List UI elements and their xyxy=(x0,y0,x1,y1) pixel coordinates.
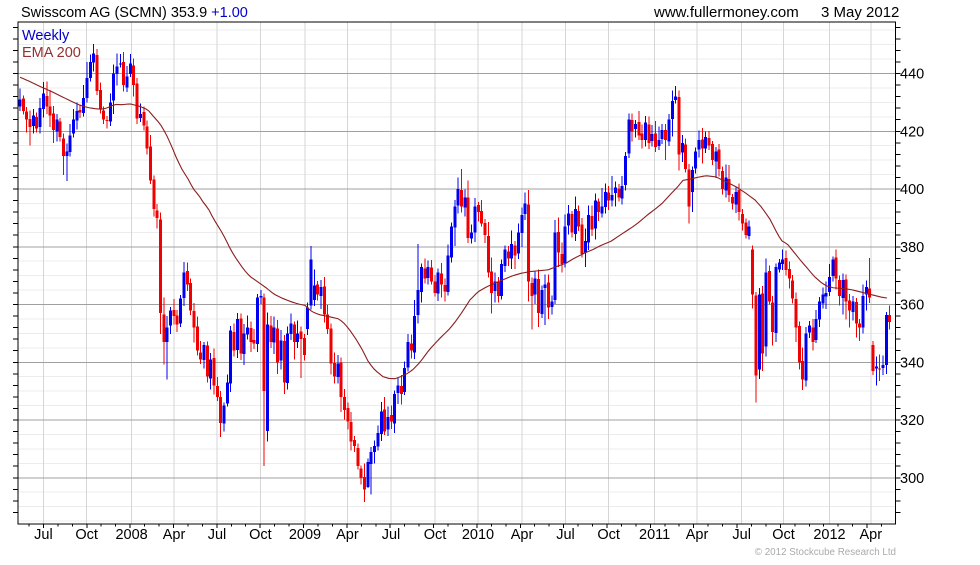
svg-text:Jul: Jul xyxy=(732,527,751,543)
svg-text:2009: 2009 xyxy=(289,527,321,543)
svg-text:2011: 2011 xyxy=(639,527,670,543)
svg-text:Jul: Jul xyxy=(34,527,53,543)
svg-text:360: 360 xyxy=(900,298,924,314)
svg-text:2012: 2012 xyxy=(813,527,845,543)
svg-text:Apr: Apr xyxy=(686,527,709,543)
svg-text:Apr: Apr xyxy=(860,527,883,543)
svg-text:2010: 2010 xyxy=(462,527,494,543)
svg-text:3 May 2012: 3 May 2012 xyxy=(821,4,899,21)
svg-text:Apr: Apr xyxy=(336,527,359,543)
svg-text:380: 380 xyxy=(900,240,924,256)
svg-text:Oct: Oct xyxy=(75,527,98,543)
svg-text:420: 420 xyxy=(900,124,924,140)
svg-text:www.fullermoney.com: www.fullermoney.com xyxy=(653,4,799,21)
svg-text:320: 320 xyxy=(900,413,924,429)
svg-text:Jul: Jul xyxy=(556,527,575,543)
svg-text:2008: 2008 xyxy=(115,527,147,543)
svg-text:Oct: Oct xyxy=(597,527,620,543)
svg-text:EMA 200: EMA 200 xyxy=(22,45,81,61)
svg-text:Apr: Apr xyxy=(511,527,534,543)
svg-text:440: 440 xyxy=(900,67,924,83)
svg-text:Oct: Oct xyxy=(772,527,795,543)
svg-text:© 2012 Stockcube Research Ltd: © 2012 Stockcube Research Ltd xyxy=(755,547,896,558)
svg-text:300: 300 xyxy=(900,471,924,487)
svg-text:400: 400 xyxy=(900,182,924,198)
svg-text:Oct: Oct xyxy=(249,527,272,543)
svg-text:340: 340 xyxy=(900,355,924,371)
svg-text:Jul: Jul xyxy=(382,527,401,543)
svg-text:Oct: Oct xyxy=(424,527,447,543)
svg-text:Jul: Jul xyxy=(208,527,227,543)
svg-text:Swisscom AG (SCMN) 353.9 +1.00: Swisscom AG (SCMN) 353.9 +1.00 xyxy=(21,5,248,21)
svg-text:Weekly: Weekly xyxy=(22,28,70,44)
svg-text:Apr: Apr xyxy=(163,527,186,543)
